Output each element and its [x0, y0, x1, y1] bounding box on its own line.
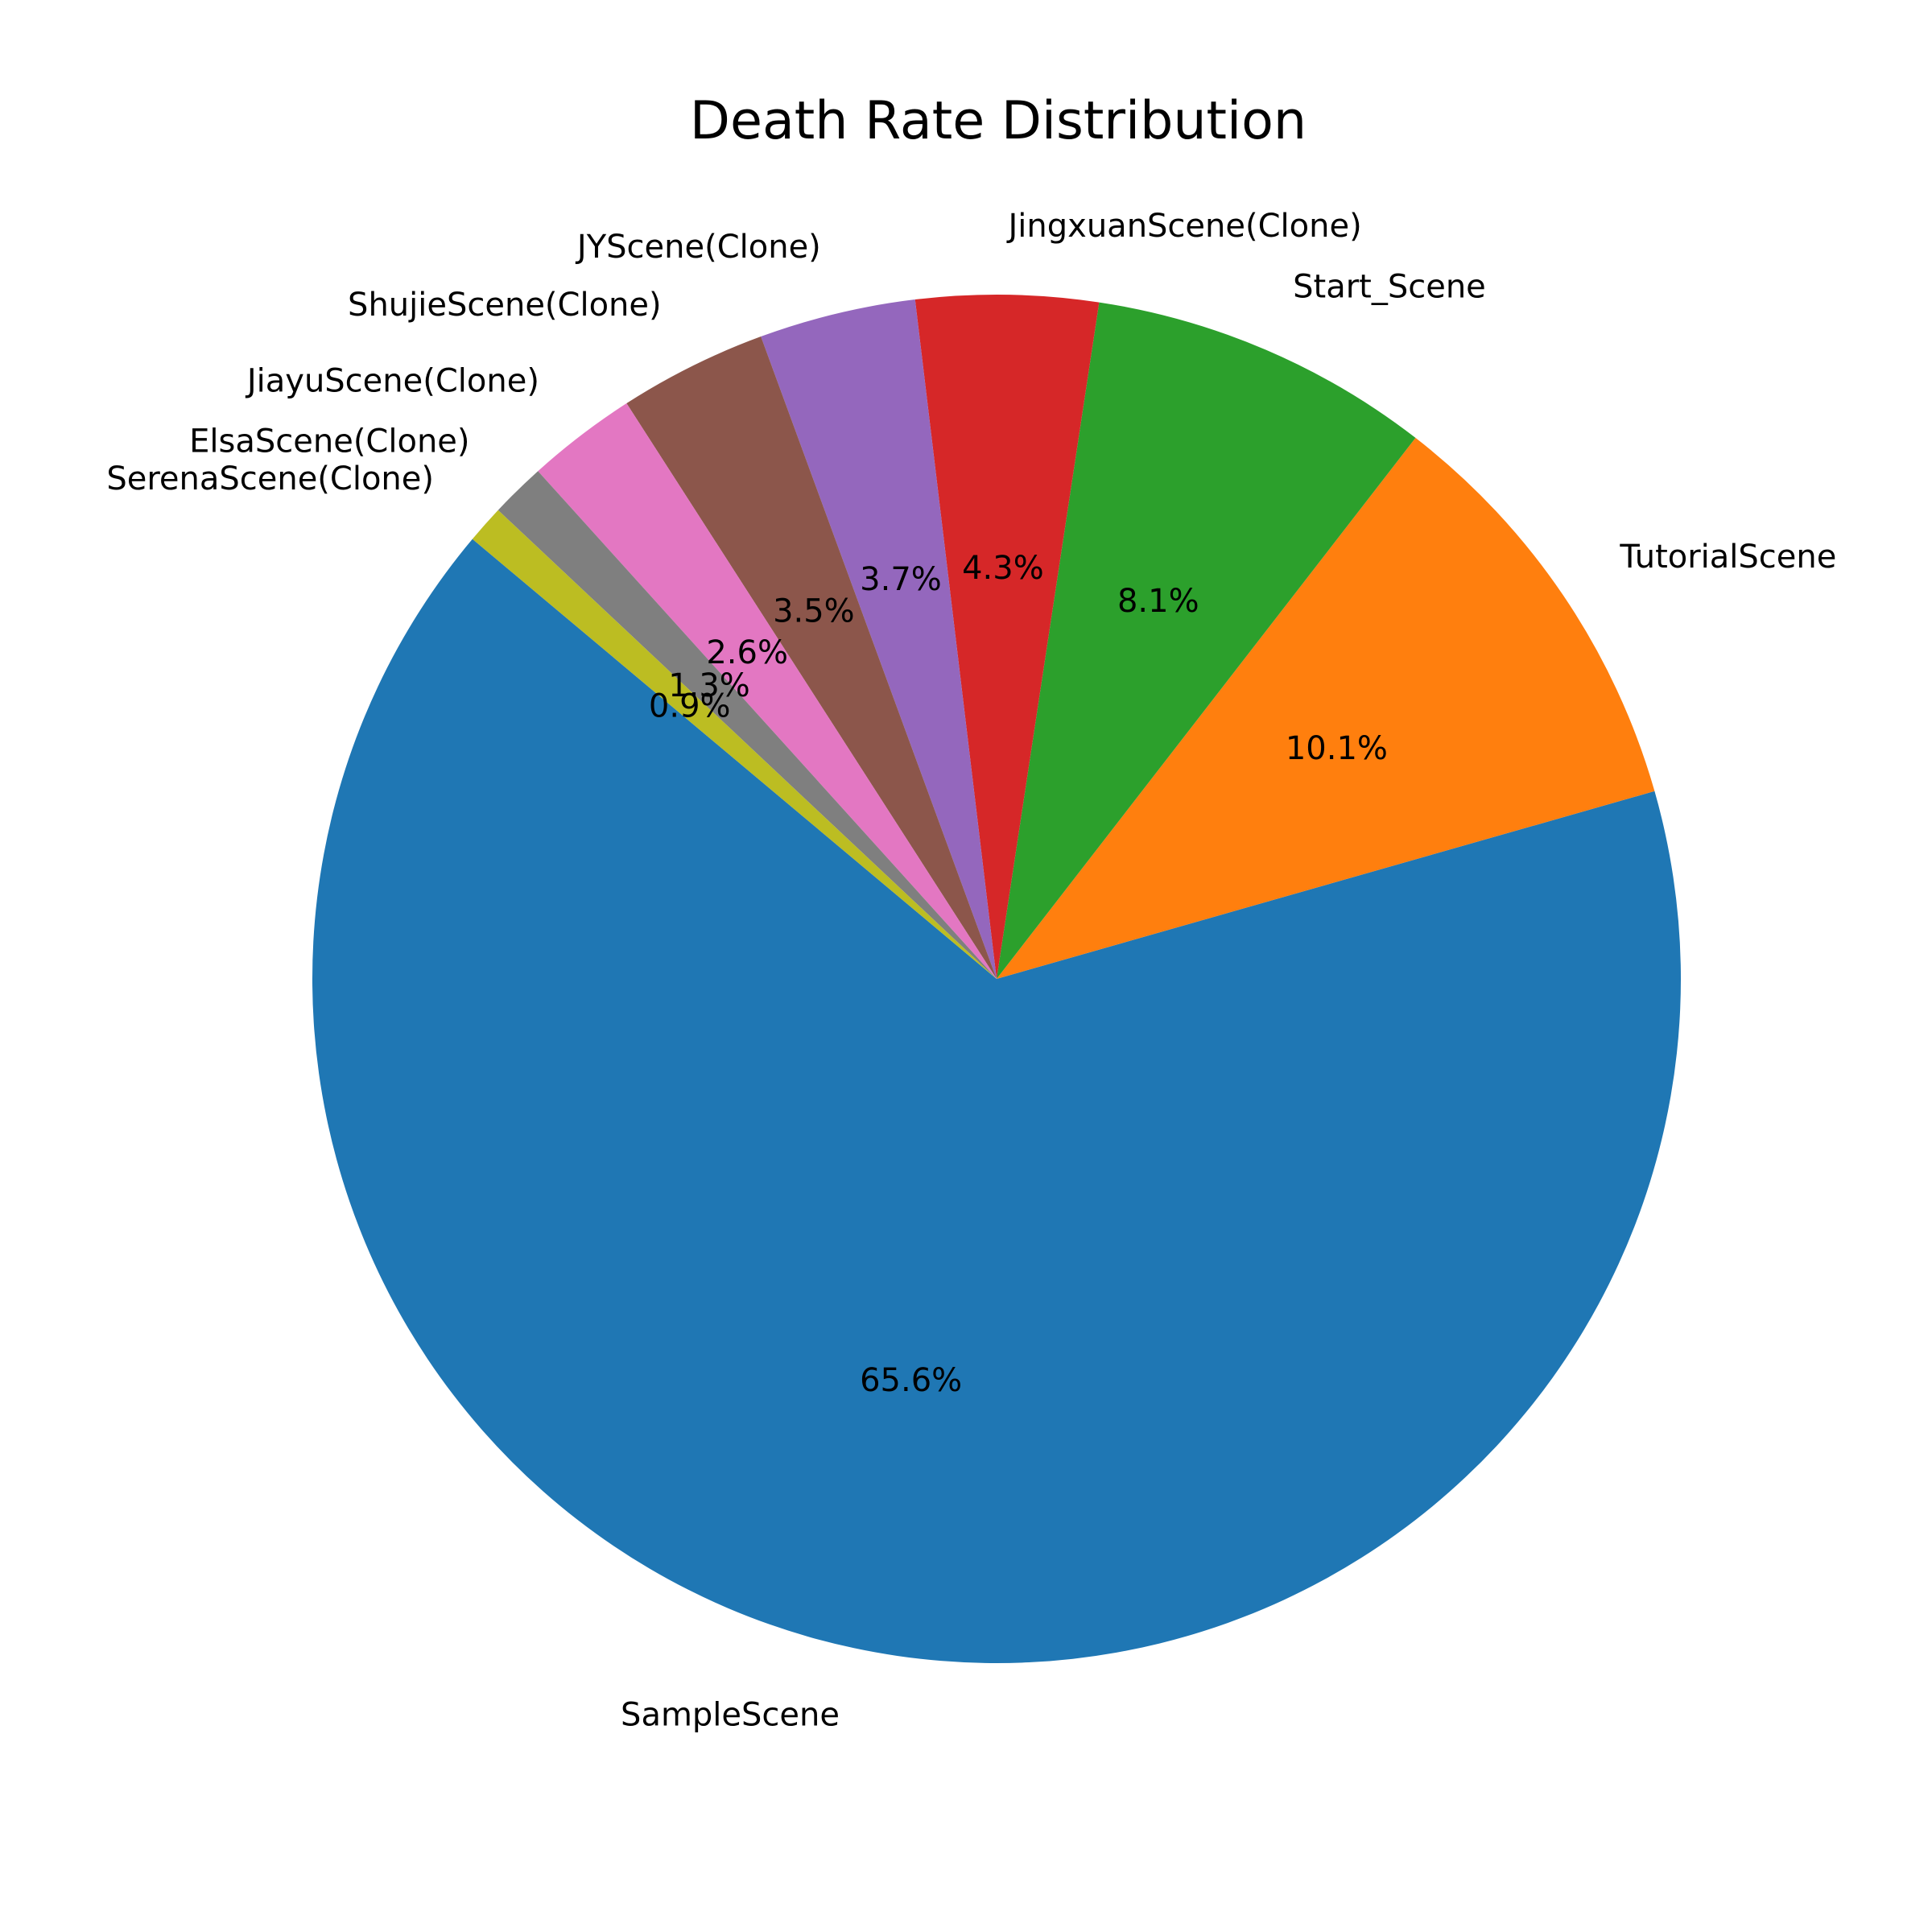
- pie-slice-tutorialscene: [997, 437, 1655, 979]
- pct-label-tutorialscene: 10.1%: [1286, 730, 1388, 767]
- pct-label-elsascene-clone: 1.3%: [668, 667, 750, 704]
- pie-slice-jingxuanscene-clone: [914, 295, 1100, 980]
- pie-slice-jyscene-clone: [761, 299, 997, 979]
- slice-label-jiayuscene-clone: JiayuScene(Clone): [245, 362, 539, 399]
- slice-label-shujiescene-clone: ShujieScene(Clone): [348, 287, 662, 324]
- pie-slice-elsascene-clone: [497, 471, 997, 979]
- chart-title: Death Rate Distribution: [690, 91, 1307, 151]
- slice-label-jingxuanscene-clone: JingxuanScene(Clone): [1006, 208, 1362, 245]
- slice-label-tutorialscene: TutorialScene: [1619, 539, 1836, 576]
- pct-label-start-scene: 8.1%: [1117, 583, 1199, 620]
- slice-label-jyscene-clone: JYScene(Clone): [575, 229, 821, 266]
- slice-label-elsascene-clone: ElsaScene(Clone): [189, 423, 469, 460]
- slice-label-serenascene-clone: SerenaScene(Clone): [106, 460, 434, 497]
- pct-label-shujiescene-clone: 3.5%: [773, 592, 855, 630]
- pct-label-jiayuscene-clone: 2.6%: [706, 634, 788, 671]
- slice-label-start-scene: Start_Scene: [1293, 269, 1486, 306]
- pie-slices: [312, 295, 1681, 1663]
- pct-label-serenascene-clone: 0.9%: [649, 687, 731, 724]
- pct-label-jingxuanscene-clone: 4.3%: [962, 550, 1044, 587]
- pie-slice-jiayuscene-clone: [538, 403, 997, 979]
- pie-slice-start-scene: [997, 302, 1416, 979]
- pie-slice-serenascene-clone: [472, 510, 997, 979]
- pie-slice-samplescene: [312, 539, 1681, 1663]
- slice-labels: SampleScene TutorialScene Start_Scene Jingx…: [106, 208, 1836, 1733]
- pie-slice-shujiescene-clone: [626, 336, 997, 979]
- pct-label-jyscene-clone: 3.7%: [860, 561, 942, 598]
- percentage-labels: 65.6% 10.1% 8.1% 4.3% 3.7%3.5% 2.6%1.3%0.9%: [649, 550, 1388, 1399]
- slice-label-samplescene: SampleScene: [621, 1696, 840, 1733]
- pct-label-samplescene: 65.6%: [860, 1362, 962, 1399]
